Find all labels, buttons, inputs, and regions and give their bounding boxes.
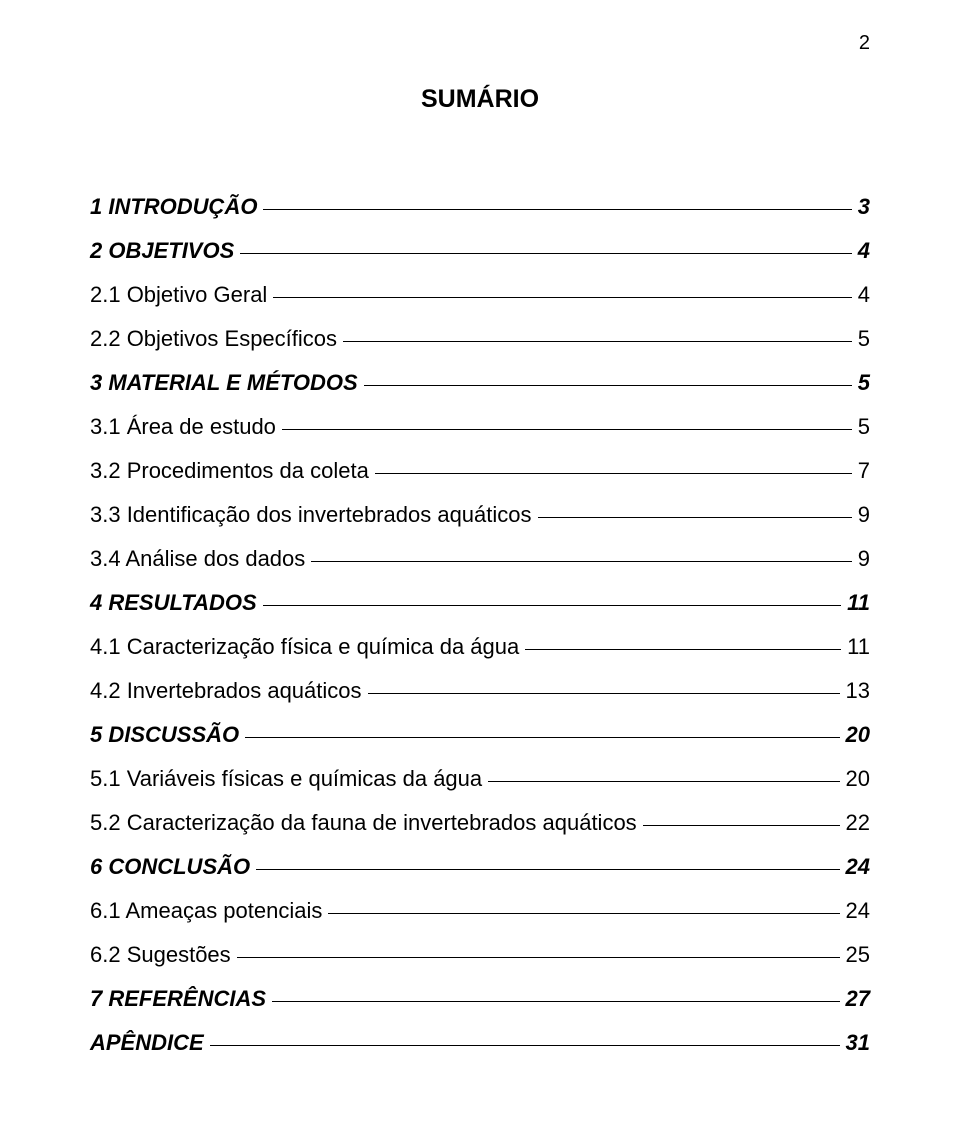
toc-entry-section: 2 OBJETIVOS 4: [90, 238, 870, 264]
toc-leader-line: [263, 209, 851, 210]
toc-entry-page: 13: [846, 678, 870, 704]
toc-entry-subsection: 6.1 Ameaças potenciais 24: [90, 898, 870, 924]
toc-entry-page: 20: [846, 766, 870, 792]
toc-entry-page: 5: [858, 326, 870, 352]
toc-entry-label: 1 INTRODUÇÃO: [90, 194, 257, 220]
toc-entry-section: 7 REFERÊNCIAS 27: [90, 986, 870, 1012]
toc-entry-page: 27: [846, 986, 870, 1012]
page-number: 2: [90, 32, 870, 55]
toc-entry-subsection: 2.1 Objetivo Geral 4: [90, 282, 870, 308]
toc-leader-line: [256, 869, 839, 870]
toc-entry-section: 6 CONCLUSÃO 24: [90, 854, 870, 880]
toc-entry-label: 3.4 Análise dos dados: [90, 546, 305, 572]
document-page: 2 SUMÁRIO 1 INTRODUÇÃO32 OBJETIVOS42.1 O…: [0, 0, 960, 1130]
toc-leader-line: [375, 473, 852, 474]
toc-entry-page: 4: [858, 282, 870, 308]
toc-entry-page: 11: [847, 634, 870, 660]
toc-entry-subsection: 4.2 Invertebrados aquáticos 13: [90, 678, 870, 704]
toc-entry-label: 6.1 Ameaças potenciais: [90, 898, 322, 924]
toc-entry-label: 5.1 Variáveis físicas e químicas da água: [90, 766, 482, 792]
toc-entry-page: 24: [846, 898, 870, 924]
toc-entry-label: 6.2 Sugestões: [90, 942, 231, 968]
toc-leader-line: [328, 913, 839, 914]
toc-entry-page: 5: [858, 370, 870, 396]
toc-entry-section: 1 INTRODUÇÃO 3: [90, 194, 870, 220]
toc-entry-page: 31: [846, 1030, 870, 1056]
toc-entry-page: 3: [858, 194, 870, 220]
toc-leader-line: [368, 693, 840, 694]
toc-leader-line: [364, 385, 852, 386]
toc-entry-label: 2 OBJETIVOS: [90, 238, 234, 264]
toc-entry-label: 4.1 Caracterização física e química da á…: [90, 634, 519, 660]
toc-entry-section: 5 DISCUSSÃO 20: [90, 722, 870, 748]
toc-entry-label: 4 RESULTADOS: [90, 590, 257, 616]
toc-entry-subsection: 4.1 Caracterização física e química da á…: [90, 634, 870, 660]
toc-entry-subsection: 5.1 Variáveis físicas e químicas da água…: [90, 766, 870, 792]
toc-entry-section: APÊNDICE 31: [90, 1030, 870, 1056]
toc-leader-line: [263, 605, 842, 606]
toc-leader-line: [237, 957, 840, 958]
toc-entry-page: 25: [846, 942, 870, 968]
toc-leader-line: [272, 1001, 839, 1002]
toc-entry-label: 5.2 Caracterização da fauna de invertebr…: [90, 810, 637, 836]
toc-entry-label: 3.1 Área de estudo: [90, 414, 276, 440]
toc-leader-line: [210, 1045, 840, 1046]
toc-leader-line: [343, 341, 852, 342]
toc-entry-section: 3 MATERIAL E MÉTODOS 5: [90, 370, 870, 396]
toc-entry-subsection: 2.2 Objetivos Específicos 5: [90, 326, 870, 352]
toc-leader-line: [240, 253, 851, 254]
toc-entry-page: 7: [858, 458, 870, 484]
toc-entry-page: 5: [858, 414, 870, 440]
toc-leader-line: [245, 737, 839, 738]
toc-entry-page: 4: [858, 238, 870, 264]
toc-entry-page: 9: [858, 546, 870, 572]
toc-leader-line: [643, 825, 840, 826]
toc-entry-label: 7 REFERÊNCIAS: [90, 986, 266, 1012]
toc-leader-line: [282, 429, 852, 430]
toc-entry-subsection: 3.3 Identificação dos invertebrados aquá…: [90, 502, 870, 528]
page-title: SUMÁRIO: [90, 85, 870, 114]
toc-entry-label: 5 DISCUSSÃO: [90, 722, 239, 748]
toc-leader-line: [488, 781, 839, 782]
toc-entry-page: 20: [846, 722, 870, 748]
toc-entry-page: 22: [846, 810, 870, 836]
toc-entry-page: 11: [847, 590, 870, 616]
toc-entry-subsection: 3.1 Área de estudo 5: [90, 414, 870, 440]
toc-entry-subsection: 3.2 Procedimentos da coleta 7: [90, 458, 870, 484]
toc-entry-label: 4.2 Invertebrados aquáticos: [90, 678, 362, 704]
toc-entry-label: 3.3 Identificação dos invertebrados aquá…: [90, 502, 532, 528]
toc-entry-subsection: 5.2 Caracterização da fauna de invertebr…: [90, 810, 870, 836]
toc-entry-section: 4 RESULTADOS 11: [90, 590, 870, 616]
toc-leader-line: [311, 561, 851, 562]
toc-entry-label: 3 MATERIAL E MÉTODOS: [90, 370, 358, 396]
toc-entry-label: 2.1 Objetivo Geral: [90, 282, 267, 308]
toc-entry-label: 6 CONCLUSÃO: [90, 854, 250, 880]
toc-entry-label: 2.2 Objetivos Específicos: [90, 326, 337, 352]
toc-entry-subsection: 6.2 Sugestões 25: [90, 942, 870, 968]
toc-entry-subsection: 3.4 Análise dos dados 9: [90, 546, 870, 572]
toc-entry-page: 9: [858, 502, 870, 528]
toc-entry-page: 24: [846, 854, 870, 880]
toc-entry-label: 3.2 Procedimentos da coleta: [90, 458, 369, 484]
toc-entry-label: APÊNDICE: [90, 1030, 204, 1056]
toc-leader-line: [525, 649, 841, 650]
toc-leader-line: [538, 517, 852, 518]
toc-leader-line: [273, 297, 851, 298]
table-of-contents: 1 INTRODUÇÃO32 OBJETIVOS42.1 Objetivo Ge…: [90, 194, 870, 1056]
